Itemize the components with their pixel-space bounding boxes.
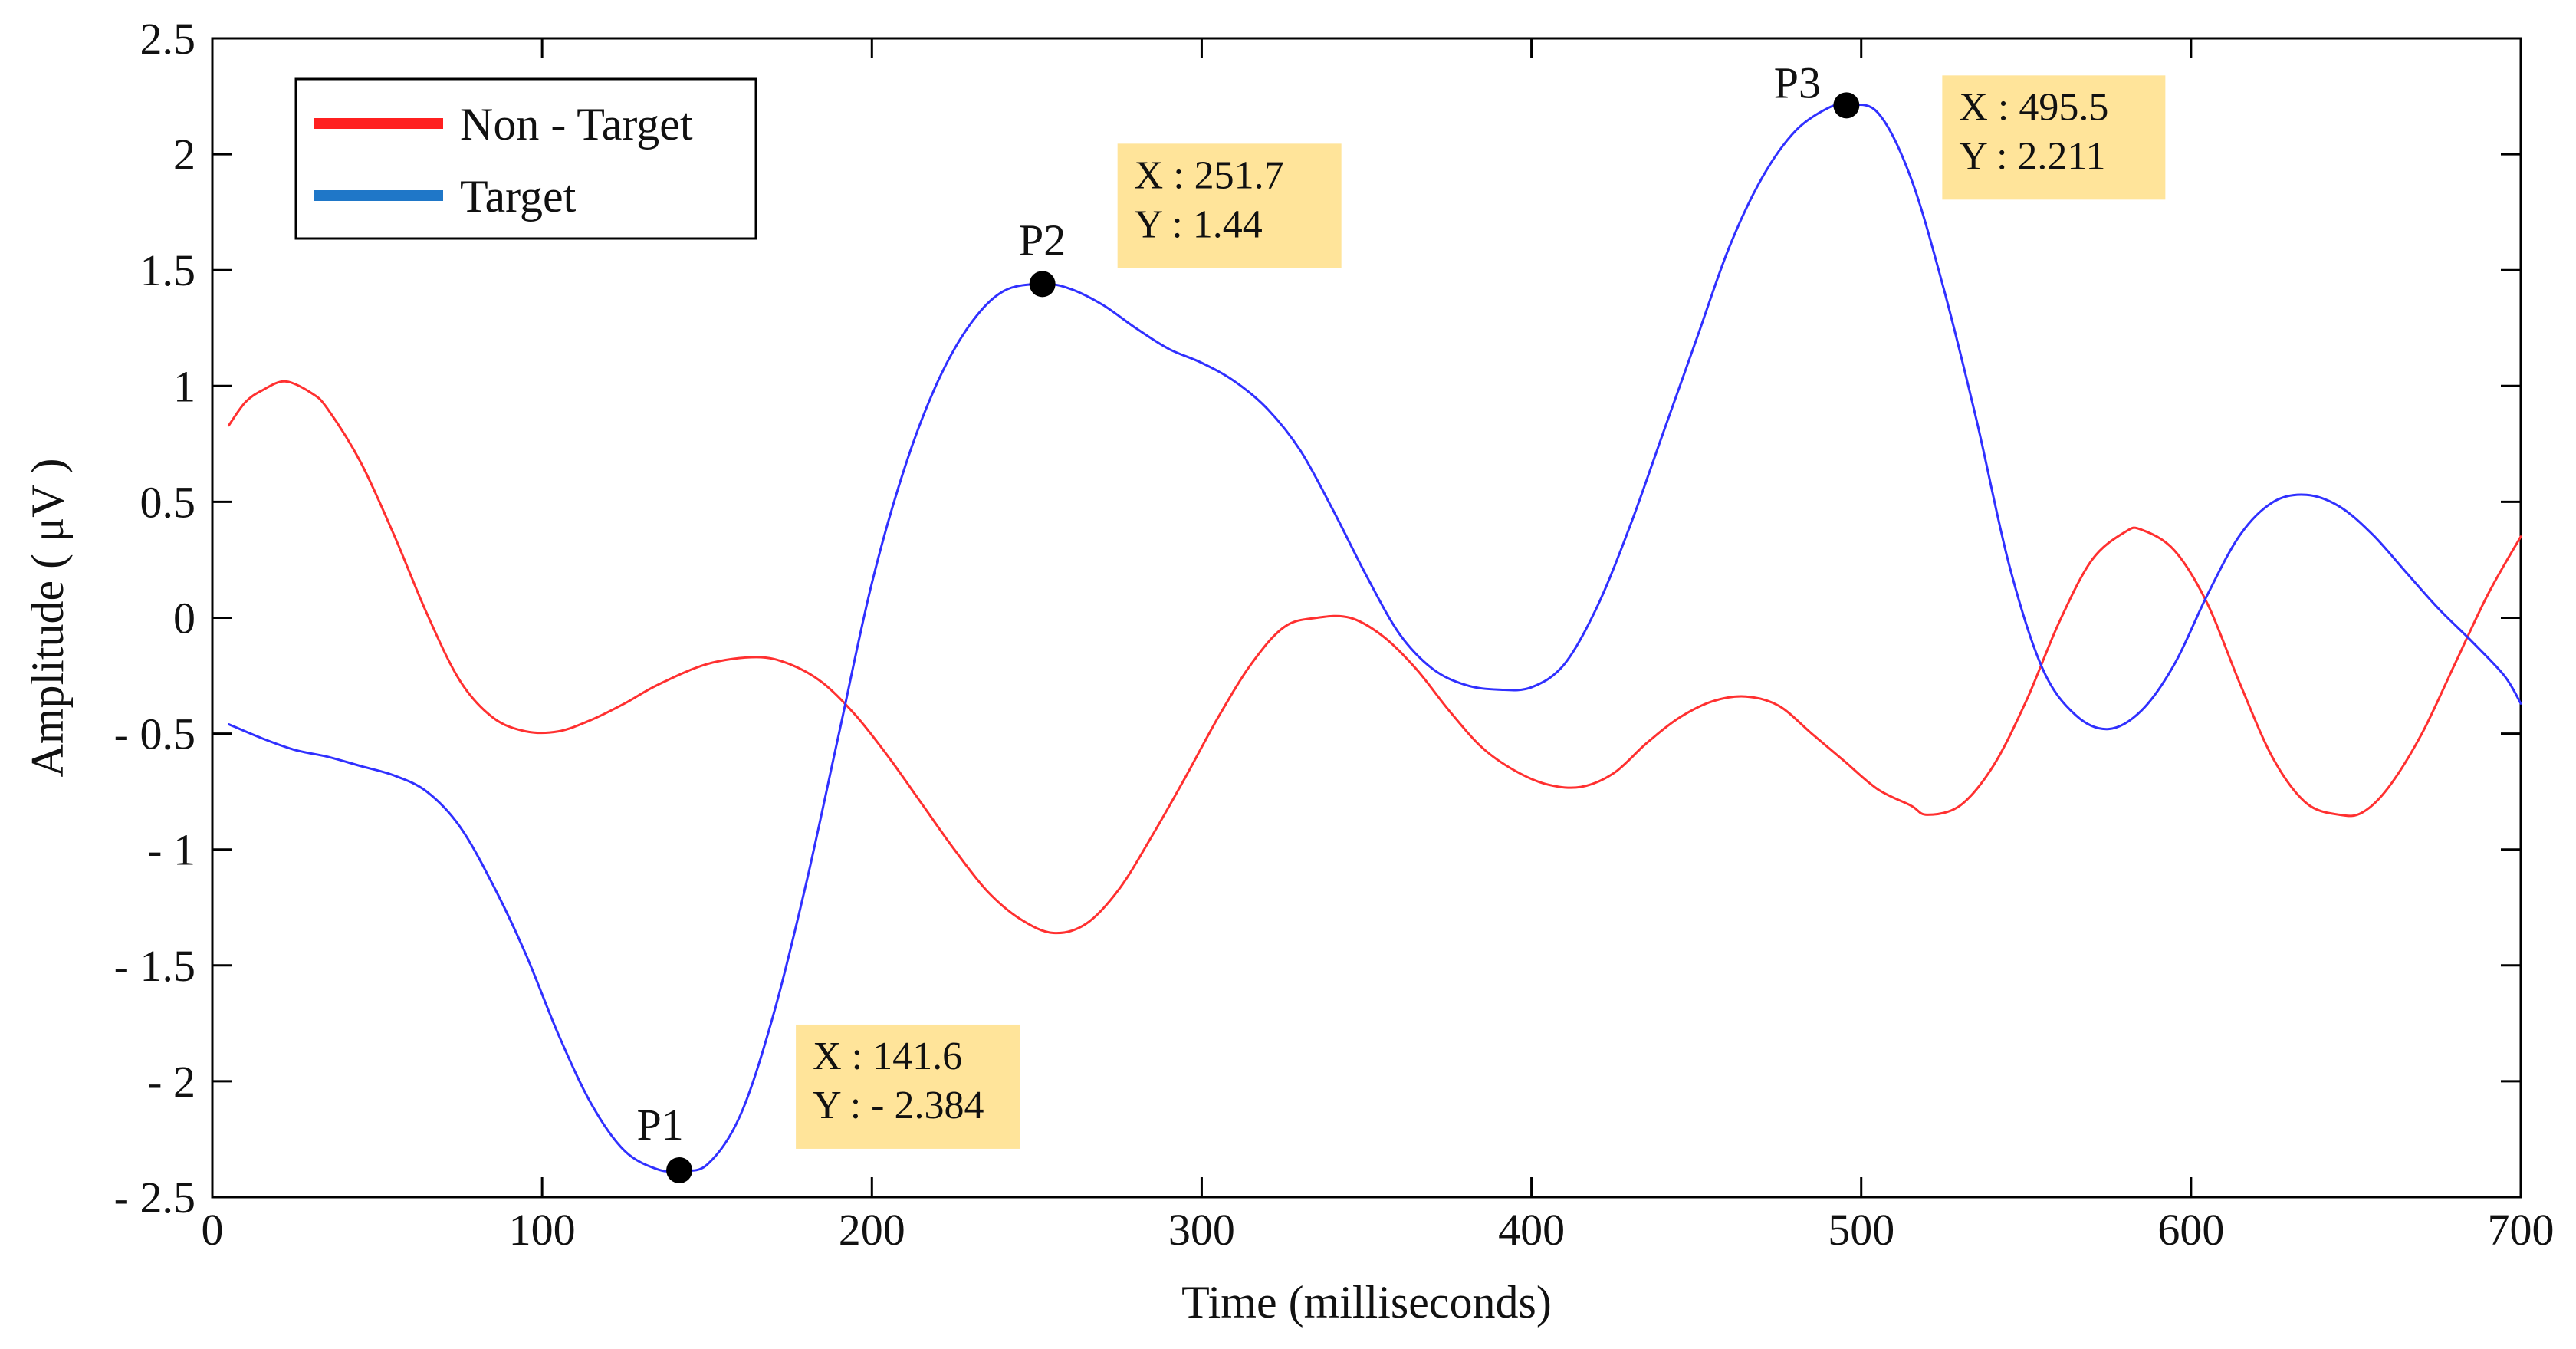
datatip-text: Y : 1.44 <box>1135 202 1263 246</box>
datatip-text: X : 495.5 <box>1959 85 2108 129</box>
x-tick-label: 0 <box>202 1205 224 1255</box>
datatip-text: Y : 2.211 <box>1959 134 2105 178</box>
peak-marker-p2 <box>1029 271 1056 298</box>
peak-marker-p1 <box>666 1157 693 1183</box>
x-axis-title: Time (milliseconds) <box>1181 1277 1552 1328</box>
datatip-box <box>796 1024 1020 1149</box>
peak-marker-p3 <box>1833 92 1860 119</box>
x-tick-label: 100 <box>509 1205 576 1255</box>
datatip-text: X : 251.7 <box>1135 153 1284 197</box>
peak-label-p2: P2 <box>1019 215 1066 265</box>
legend: Non - Target Target <box>294 77 757 240</box>
y-tick-label: - 1 <box>147 825 196 875</box>
y-tick-label: 2.5 <box>140 14 196 64</box>
x-tick-label: 400 <box>1498 1205 1565 1255</box>
datatip-text: X : 141.6 <box>813 1035 962 1078</box>
peak-label-p1: P1 <box>636 1100 683 1150</box>
peak-annotations: P1 X : 141.6 Y : - 2.384 P2 X : 251.7 Y : 1.4… <box>636 58 2166 1183</box>
x-tick-label: 500 <box>1828 1205 1894 1255</box>
x-tick-label: 700 <box>2488 1205 2555 1255</box>
y-tick-label: - 2 <box>147 1057 196 1107</box>
y-tick-label: 1 <box>173 361 196 411</box>
y-tick-label: 1.5 <box>140 245 196 295</box>
y-axis-title: Amplitude ( μV ) <box>22 458 73 777</box>
legend-label: Target <box>460 171 577 222</box>
axes: 0 100 200 300 400 500 600 700 2.5 2 1.5 1 0.5 0 - 0.5 -… <box>22 14 2555 1328</box>
y-tick-label: - 1.5 <box>114 941 196 991</box>
plot-lines <box>228 103 2522 1173</box>
y-tick-label: - 0.5 <box>114 709 196 759</box>
datatip-box <box>1942 75 2166 200</box>
x-tick-label: 200 <box>839 1205 905 1255</box>
datatip-box <box>1117 143 1342 268</box>
peak-label-p3: P3 <box>1774 58 1821 107</box>
y-tick-label: - 2.5 <box>114 1173 196 1222</box>
legend-box <box>294 77 757 240</box>
series-line-target <box>228 103 2522 1173</box>
datatip-text: Y : - 2.384 <box>813 1084 984 1127</box>
y-tick-label: 0.5 <box>140 477 196 527</box>
series-line-non-target <box>228 380 2522 935</box>
y-tick-label: 2 <box>173 130 196 179</box>
y-tick-label: 0 <box>173 594 196 643</box>
legend-label: Non - Target <box>460 99 693 150</box>
x-tick-label: 600 <box>2157 1205 2224 1255</box>
x-tick-label: 300 <box>1168 1205 1235 1255</box>
